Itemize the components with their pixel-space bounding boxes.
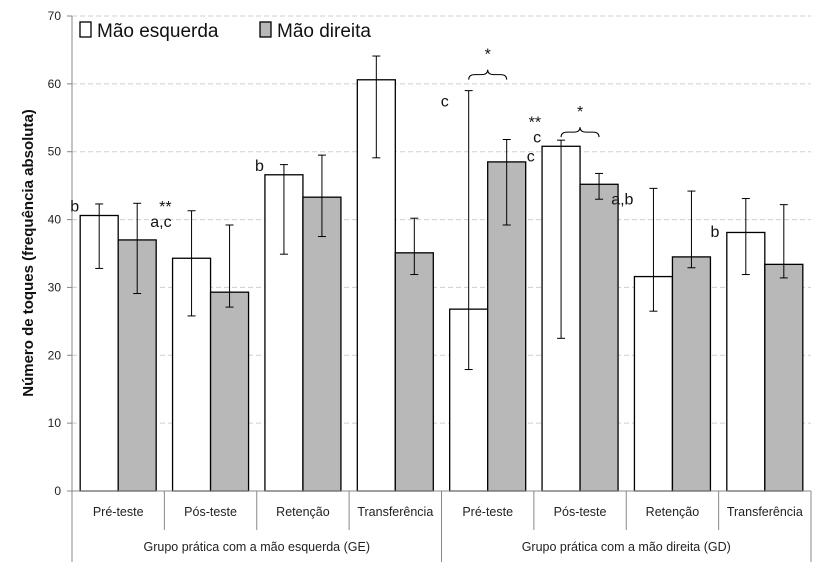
significance-star: *	[485, 47, 491, 64]
y-tick-label: 10	[48, 416, 62, 430]
legend-swatch	[259, 21, 272, 38]
legend-label: Mão esquerda	[97, 21, 219, 42]
significance-letter: c	[441, 94, 449, 111]
significance-letter: b	[70, 199, 79, 216]
y-tick-label: 20	[48, 348, 62, 362]
category-label: Transferência	[727, 505, 803, 519]
significance-letter: **	[529, 114, 541, 131]
significance-letter: b	[255, 158, 264, 175]
y-tick-label: 70	[48, 9, 62, 23]
bar	[671, 256, 712, 492]
y-tick-label: 40	[48, 213, 62, 227]
legend-swatch	[79, 21, 92, 38]
category-label: Transferência	[357, 505, 433, 519]
y-tick-label: 30	[48, 280, 62, 294]
category-label: Pré-teste	[462, 505, 513, 519]
significance-letter: a,c	[150, 214, 171, 231]
group-label: Grupo prática com a mão esquerda (GE)	[144, 540, 371, 554]
bar	[302, 196, 342, 492]
significance-letter: c	[533, 129, 541, 146]
legend-label: Mão direita	[277, 21, 371, 42]
y-axis-label: Número de toques (frequência absoluta)	[20, 109, 37, 397]
error-bars	[95, 55, 788, 371]
category-label: Retenção	[646, 505, 700, 519]
significance-brace	[560, 127, 600, 138]
significance-brace	[468, 69, 508, 80]
bar	[764, 263, 804, 492]
significance-letter: b	[711, 224, 720, 241]
bar	[394, 252, 434, 492]
bars	[79, 79, 804, 492]
significance-star: *	[577, 104, 583, 121]
category-label: Pré-teste	[93, 505, 144, 519]
bar	[209, 291, 250, 492]
category-label: Retenção	[276, 505, 330, 519]
x-axis: Pré-teste Pós-teste Retenção Transferência P…	[71, 490, 812, 562]
y-tick-label: 50	[48, 145, 62, 159]
group-label: Grupo prática com a mão direita (GD)	[522, 540, 731, 554]
y-tick-label: 60	[48, 77, 62, 91]
significance-letter: c	[527, 149, 535, 166]
legend: Mão esquerda Mão direita	[79, 21, 371, 42]
category-label: Pós-teste	[554, 505, 607, 519]
bar	[579, 183, 619, 492]
y-tick-label: 0	[54, 484, 61, 498]
category-label: Pós-teste	[184, 505, 237, 519]
y-axis: 0 10 20 30 40 50 60 70	[48, 9, 73, 498]
significance-letter: a,b	[611, 191, 633, 208]
bar	[633, 275, 674, 492]
significance-letter: **	[159, 199, 171, 216]
